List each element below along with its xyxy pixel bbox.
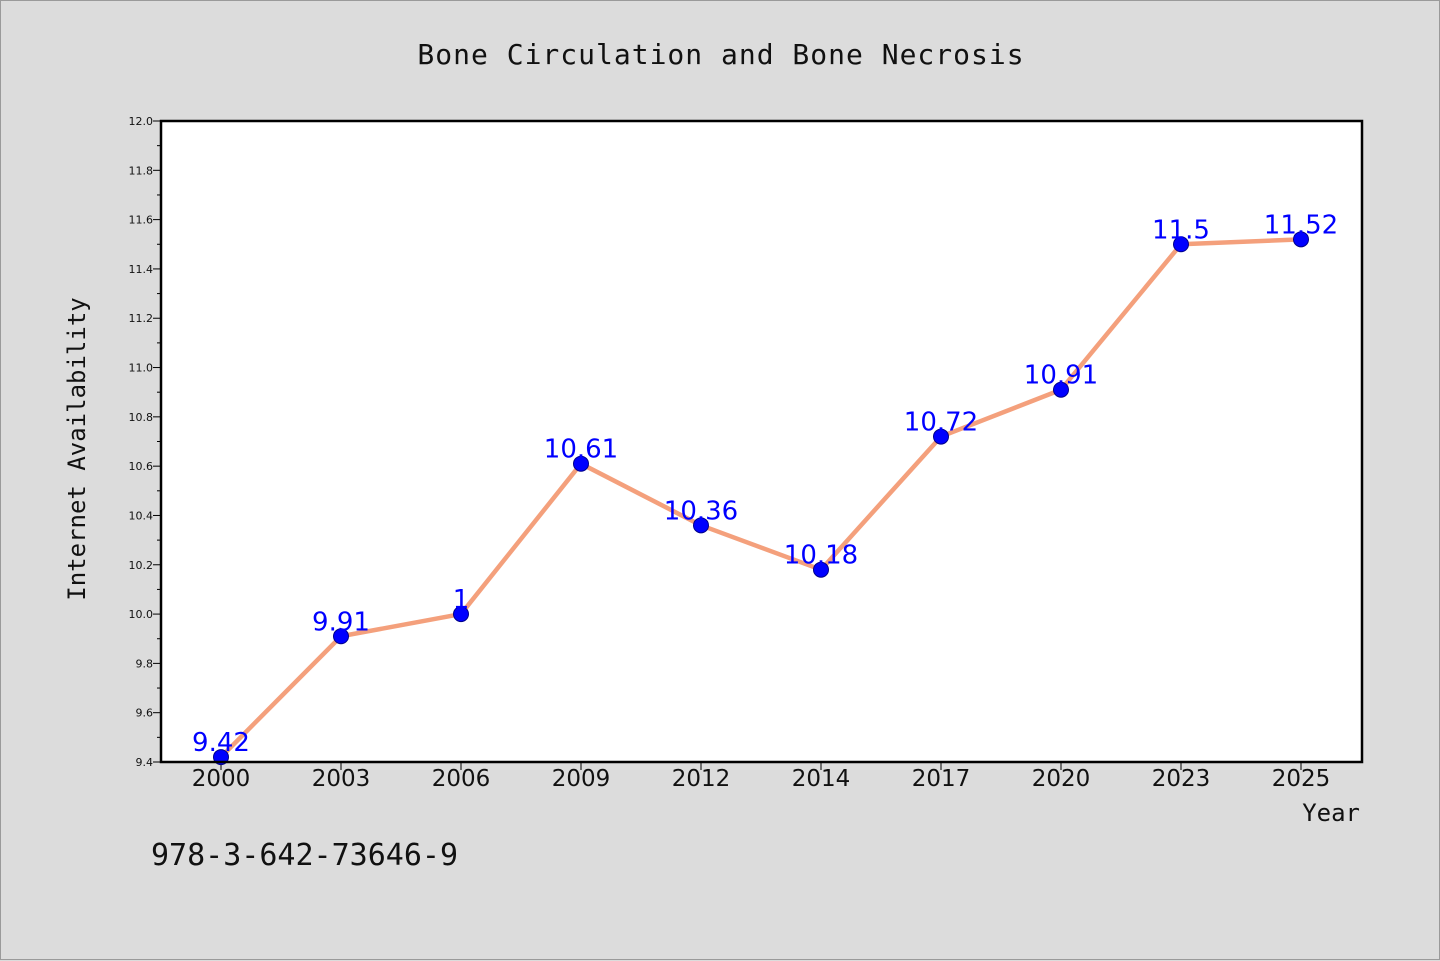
- x-tick-label: 2000: [192, 766, 251, 792]
- series-line: [218, 237, 1304, 760]
- data-point: [333, 628, 349, 645]
- x-tick-label: 2009: [552, 766, 611, 792]
- y-tick-label: 9.8: [136, 657, 154, 670]
- data-label: 10.91: [1024, 361, 1098, 391]
- data-point: [933, 428, 949, 445]
- plot-area: [161, 121, 1362, 762]
- data-label: 11.52: [1264, 210, 1338, 240]
- x-tick-label: 2006: [432, 766, 491, 792]
- data-label: 11.5: [1152, 215, 1210, 245]
- series-line-group: 9.42 9.91 1 10.61 10.36 10.18 10.72 10.91 11.5 11…: [192, 210, 1338, 766]
- y-tick-label: 12.0: [129, 115, 154, 128]
- data-point: [1293, 231, 1309, 248]
- data-label: 10.36: [664, 496, 738, 526]
- data-point: [1053, 381, 1069, 398]
- y-tick-label: 9.6: [136, 707, 154, 720]
- data-point: [693, 517, 709, 534]
- data-point: [453, 606, 469, 623]
- y-tick-label: 10.6: [129, 460, 154, 473]
- x-tick-label: 2017: [912, 766, 971, 792]
- x-axis-label: Year: [1302, 799, 1360, 827]
- y-tick-label: 11.0: [129, 362, 154, 375]
- y-tick-label: 11.8: [129, 164, 154, 177]
- x-axis: 2000 2003 2006 2009 2012 2014 2017 2020 2023 2025: [192, 762, 1331, 792]
- footer-isbn: 978-3-642-73646-9: [151, 838, 458, 873]
- y-tick-label: 11.6: [129, 214, 154, 227]
- x-tick-label: 2020: [1032, 766, 1091, 792]
- x-tick-label: 2012: [672, 766, 731, 792]
- x-tick-label: 2023: [1152, 766, 1211, 792]
- x-tick-label: 2025: [1272, 766, 1331, 792]
- x-tick-label: 2014: [792, 766, 851, 792]
- data-label: 10.61: [544, 435, 618, 465]
- data-label: 9.91: [312, 607, 370, 637]
- y-tick-label: 10.4: [129, 509, 154, 522]
- data-point: [573, 455, 589, 472]
- data-point: [1173, 236, 1189, 253]
- data-label: 9.42: [192, 728, 250, 758]
- plot-frame: [159, 119, 1364, 764]
- data-label: 1: [453, 585, 470, 615]
- y-tick-label: 9.4: [136, 756, 154, 769]
- data-label: 10.72: [904, 408, 978, 438]
- y-tick-label: 11.2: [129, 312, 154, 325]
- y-axis: 9.4 9.6 9.8 10.0 10.2 10.4 10.6 10.8 11.0 11.2 11.…: [129, 115, 161, 769]
- data-label: 10.18: [784, 541, 858, 571]
- y-tick-label: 11.4: [129, 263, 154, 276]
- y-tick-label: 10.0: [129, 608, 154, 621]
- data-point: [813, 561, 829, 578]
- x-tick-label: 2003: [312, 766, 371, 792]
- y-axis-label: Internet Availability: [63, 297, 91, 600]
- y-tick-label: 10.8: [129, 411, 154, 424]
- y-tick-label: 10.2: [129, 559, 154, 572]
- chart-title: Bone Circulation and Bone Necrosis: [417, 38, 1024, 71]
